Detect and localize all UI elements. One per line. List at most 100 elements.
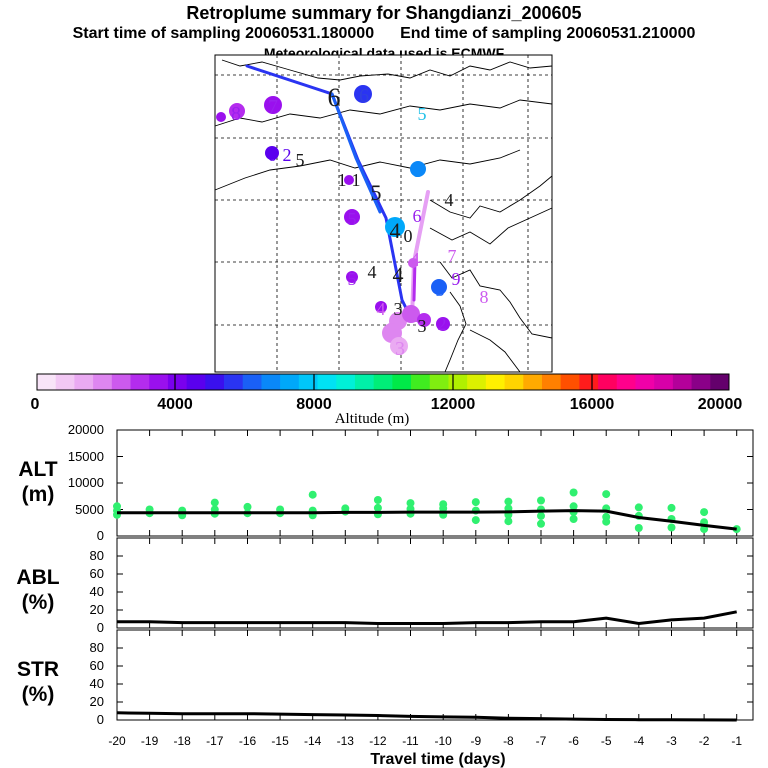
alt-ytick-5000: 5000 bbox=[75, 502, 104, 517]
chart-title: Retroplume summary for Shangdianzi_20060… bbox=[186, 3, 582, 23]
start-time: Start time of sampling 20060531.180000 bbox=[72, 25, 375, 42]
x-axis-label: Travel time (days) bbox=[370, 751, 505, 768]
plume-dot-4 bbox=[265, 146, 279, 160]
colorbar-swatch-32 bbox=[635, 374, 655, 390]
x-tick-label-7: -13 bbox=[337, 734, 355, 748]
colorbar-swatch-16 bbox=[336, 374, 356, 390]
abl-ytick-20: 20 bbox=[90, 602, 104, 617]
alt-point-52 bbox=[667, 503, 676, 512]
alt-tick-marks bbox=[116, 430, 753, 536]
abl-panel: ABL (%) 0 20 40 60 80 bbox=[16, 537, 754, 635]
colorbar-swatch-4 bbox=[111, 374, 131, 390]
colorbar-swatch-21 bbox=[429, 374, 449, 390]
plume-dot-6 bbox=[344, 175, 354, 185]
str-line bbox=[116, 711, 737, 722]
alt-ytick-10000: 10000 bbox=[68, 475, 104, 490]
x-tick-label-12: -8 bbox=[503, 734, 514, 748]
plume-day-label-25: 4 bbox=[377, 299, 386, 319]
plume-dot-3 bbox=[264, 96, 282, 114]
colorbar-swatch-28 bbox=[560, 374, 580, 390]
x-tick-label-3: -17 bbox=[206, 734, 224, 748]
plume-day-label-10: 1 bbox=[352, 170, 361, 190]
cbar-tick-20000: 20000 bbox=[698, 396, 743, 413]
str-tick-marks bbox=[116, 630, 753, 720]
colorbar-swatch-11 bbox=[242, 374, 262, 390]
plume-day-label-12: 4 bbox=[445, 190, 454, 210]
plume-day-label-27: 2 bbox=[410, 306, 419, 326]
plume-day-label-19: 4 bbox=[368, 262, 377, 282]
alt-ytick-0: 0 bbox=[97, 528, 104, 543]
plume-dot-9 bbox=[408, 258, 418, 268]
plume-dot-12 bbox=[375, 301, 387, 313]
altitude-colorbar bbox=[36, 373, 730, 391]
plume-day-label-22: 9 bbox=[452, 269, 461, 289]
x-tick-label-10: -10 bbox=[435, 734, 453, 748]
colorbar-swatch-26 bbox=[523, 374, 543, 390]
plume-day-label-15: 4 bbox=[390, 218, 401, 243]
plume-day-label-4: 7 bbox=[268, 96, 278, 118]
abl-ytick-80: 80 bbox=[90, 548, 104, 563]
x-tick-label-2: -18 bbox=[174, 734, 192, 748]
cbar-tick-4000: 4000 bbox=[157, 396, 193, 413]
plume-dot-5 bbox=[410, 161, 426, 177]
colorbar-swatch-18 bbox=[373, 374, 393, 390]
x-tick-label-19: -1 bbox=[731, 734, 742, 748]
plume-day-label-7: 5 bbox=[296, 150, 305, 170]
x-tick-label-1: -19 bbox=[141, 734, 159, 748]
alt-point-41 bbox=[569, 502, 578, 511]
x-tick-label-11: -9 bbox=[470, 734, 481, 748]
alt-point-46 bbox=[602, 490, 611, 499]
plume-dot-0 bbox=[354, 85, 372, 103]
colorbar-swatch-6 bbox=[149, 374, 169, 390]
abl-line bbox=[117, 610, 737, 626]
plume-day-label-23: 3 bbox=[436, 280, 445, 300]
colorbar-swatch-25 bbox=[504, 374, 524, 390]
plume-day-label-6: 2 bbox=[283, 145, 292, 165]
x-tick-labels: -20 -19 -18 -17 -16 -15 -14 -13 -12 -11 -10 -9 -8 -7 -… bbox=[108, 734, 742, 748]
plume-dot-17 bbox=[390, 337, 408, 355]
plume-day-label-3: 8 bbox=[231, 103, 241, 125]
plume-dot-13 bbox=[436, 317, 450, 331]
colorbar-swatch-27 bbox=[541, 374, 562, 390]
plume-day-label-31: 3 bbox=[395, 338, 405, 360]
x-tick-label-0: -20 bbox=[108, 734, 126, 748]
end-time: End time of sampling 20060531.210000 bbox=[400, 25, 696, 42]
colorbar-swatch-19 bbox=[392, 374, 412, 390]
plume-day-label-24: 8 bbox=[480, 287, 489, 307]
colorbar-swatch-33 bbox=[654, 374, 674, 390]
plume-day-label-8: 5 bbox=[414, 161, 423, 181]
alt-ytick-20000: 20000 bbox=[68, 422, 104, 437]
alt-point-39 bbox=[569, 515, 578, 523]
colorbar-swatch-14 bbox=[298, 374, 318, 390]
x-tick-label-9: -11 bbox=[402, 734, 419, 748]
plume-day-label-13: 5 bbox=[348, 209, 357, 229]
plume-day-label-9: 1 bbox=[338, 170, 347, 190]
colorbar-swatch-22 bbox=[448, 374, 468, 390]
plume-dots bbox=[216, 85, 450, 355]
colorbar-swatch-0 bbox=[37, 374, 57, 390]
abl-title: ABL bbox=[16, 566, 59, 589]
alt-point-28 bbox=[471, 516, 480, 525]
str-title: STR bbox=[17, 658, 59, 681]
colorbar-swatch-35 bbox=[691, 374, 711, 390]
abl-ytick-0: 0 bbox=[97, 620, 104, 635]
alt-point-34 bbox=[504, 497, 513, 506]
colorbar-swatch-1 bbox=[55, 374, 75, 390]
x-tick-label-8: -12 bbox=[369, 734, 387, 748]
colorbar-swatch-7 bbox=[167, 374, 188, 390]
alt-point-24 bbox=[406, 499, 415, 508]
cbar-tick-16000: 16000 bbox=[570, 396, 615, 413]
colorbar-swatch-24 bbox=[485, 374, 505, 390]
alt-point-18 bbox=[341, 504, 350, 513]
colorbar-swatch-3 bbox=[93, 374, 113, 390]
alt-point-21 bbox=[373, 496, 382, 504]
alt-point-38 bbox=[537, 496, 545, 505]
alt-title: ALT bbox=[18, 458, 57, 481]
colorbar-swatch-2 bbox=[74, 374, 94, 390]
colorbar-swatch-29 bbox=[579, 374, 599, 390]
trajectory-line-0 bbox=[245, 64, 412, 318]
alt-point-11 bbox=[243, 502, 252, 511]
colorbar-swatch-17 bbox=[354, 374, 375, 390]
colorbar-swatch-20 bbox=[411, 374, 431, 390]
